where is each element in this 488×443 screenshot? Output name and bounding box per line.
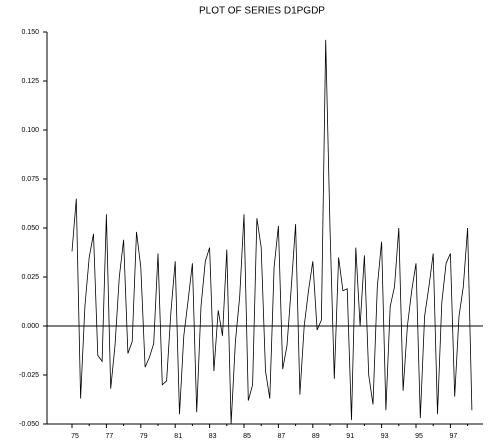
y-tick-label: 0.100 bbox=[21, 127, 39, 134]
x-tick-label: 83 bbox=[209, 433, 217, 440]
x-tick-label: 87 bbox=[278, 433, 286, 440]
x-tick-label: 75 bbox=[71, 433, 79, 440]
chart-title: PLOT OF SERIES D1PGDP bbox=[199, 6, 325, 17]
y-tick-label: 0.000 bbox=[21, 323, 39, 330]
x-tick-label: 95 bbox=[415, 433, 423, 440]
x-tick-label: 85 bbox=[243, 433, 251, 440]
x-tick-label: 77 bbox=[106, 433, 114, 440]
y-tick-label: 0.050 bbox=[21, 225, 39, 232]
x-tick-label: 91 bbox=[346, 433, 354, 440]
x-tick-label: 93 bbox=[381, 433, 389, 440]
x-tick-label: 79 bbox=[140, 433, 148, 440]
x-tick-label: 89 bbox=[312, 433, 320, 440]
y-tick-label: -0.050 bbox=[19, 421, 39, 428]
x-tick-label: 81 bbox=[174, 433, 182, 440]
y-tick-label: 0.125 bbox=[21, 78, 39, 85]
y-tick-label: -0.025 bbox=[19, 372, 39, 379]
y-tick-label: 0.075 bbox=[21, 176, 39, 183]
series-line bbox=[71, 39, 473, 425]
x-tick-label: 97 bbox=[450, 433, 458, 440]
y-tick-label: 0.150 bbox=[21, 29, 39, 36]
y-tick-label: 0.025 bbox=[21, 274, 39, 281]
